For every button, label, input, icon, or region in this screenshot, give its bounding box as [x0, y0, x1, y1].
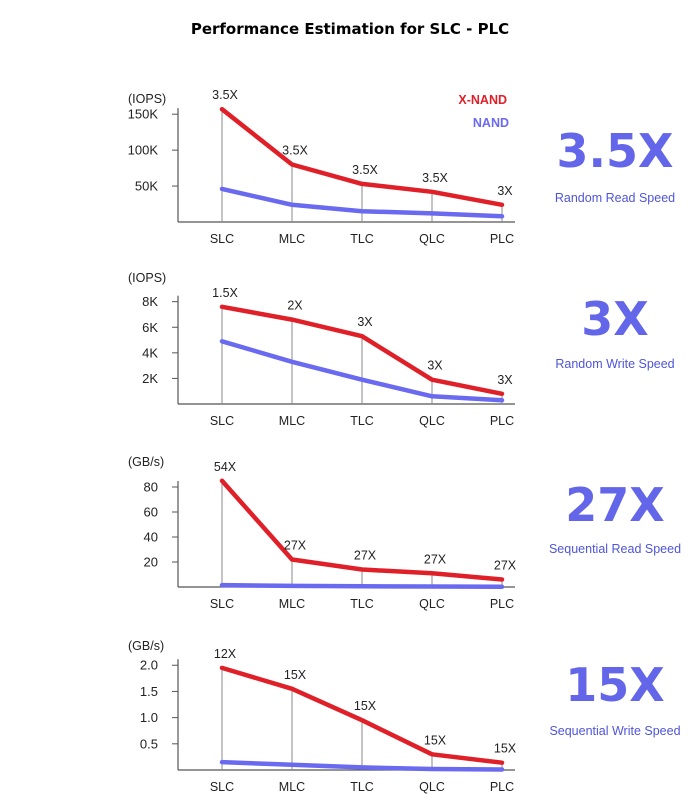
- sequential-read-data-label: 27X: [494, 559, 517, 573]
- random-write-caption: Random Write Speed: [555, 357, 675, 371]
- random-write-multiplier: 3X: [581, 292, 649, 346]
- sequential-write-nand-line: [219, 759, 505, 772]
- sequential-read-data-label: 27X: [284, 539, 307, 553]
- sequential-write-data-label: 15X: [354, 699, 377, 713]
- sequential-write-x-tick-label: TLC: [350, 780, 374, 794]
- random-read-data-label: 3.5X: [422, 171, 448, 185]
- sequential-write-x-tick-label: MLC: [279, 780, 305, 794]
- random-read-data-label: 3X: [497, 184, 513, 198]
- random-write-data-label: 1.5X: [212, 286, 238, 300]
- random-read-y-tick-label: 50K: [135, 179, 158, 194]
- sequential-read-nand-line: [219, 582, 505, 590]
- sequential-write-x-tick-label: SLC: [210, 780, 234, 794]
- random-write-data-label: 2X: [287, 299, 303, 313]
- sequential-write-y-tick-label: 1.5: [140, 684, 158, 699]
- random-read-x-tick-label: QLC: [419, 232, 445, 246]
- random-read-nand-line: [219, 186, 505, 219]
- random-read-x-tick-label: PLC: [490, 232, 514, 246]
- sequential-read-caption: Sequential Read Speed: [548, 542, 682, 556]
- random-write-data-label: 3X: [497, 373, 513, 387]
- sequential-read-x-tick-label: SLC: [210, 597, 234, 611]
- sequential-read-data-label: 54X: [214, 460, 237, 474]
- random-read-unit-label: (IOPS): [128, 92, 166, 106]
- random-read-y-tick-label: 100K: [128, 143, 159, 158]
- sequential-write-y-tick-label: 2.0: [140, 658, 158, 673]
- sequential-read-y-tick-label: 80: [144, 480, 158, 495]
- sequential-write-x-tick-label: PLC: [490, 780, 514, 794]
- random-write-data-label: 3X: [357, 315, 373, 329]
- sequential-read-y-tick-label: 60: [144, 505, 158, 520]
- sequential-read-x-tick-label: TLC: [350, 597, 374, 611]
- sequential-read-x-tick-label: QLC: [419, 597, 445, 611]
- random-read-x-tick-label: TLC: [350, 232, 374, 246]
- random-read-xnand-line: [219, 106, 505, 208]
- random-write-data-label: 3X: [427, 359, 443, 373]
- sequential-write-y-tick-label: 1.0: [140, 710, 158, 725]
- random-read-multiplier: 3.5X: [556, 124, 674, 178]
- sequential-read-multiplier: 27X: [565, 478, 665, 532]
- sequential-write-x-tick-label: QLC: [419, 780, 445, 794]
- random-read-x-tick-label: SLC: [210, 232, 234, 246]
- sequential-write-unit-label: (GB/s): [128, 639, 164, 653]
- random-write-y-tick-label: 4K: [142, 345, 158, 360]
- random-write-x-tick-label: MLC: [279, 414, 305, 428]
- random-write-x-tick-label: SLC: [210, 414, 234, 428]
- random-write-x-tick-label: TLC: [350, 414, 374, 428]
- random-write-nand-line: [219, 339, 505, 403]
- sequential-read-xnand-line: [219, 478, 505, 582]
- random-write-unit-label: (IOPS): [128, 271, 166, 285]
- sequential-read-data-label: 27X: [424, 552, 447, 566]
- sequential-write-multiplier: 15X: [565, 658, 665, 712]
- legend-xnand: X-NAND: [458, 93, 507, 107]
- random-write-xnand-line: [219, 304, 505, 397]
- sequential-write-data-label: 15X: [424, 733, 447, 747]
- sequential-write-y-tick-label: 0.5: [140, 736, 158, 751]
- legend-nand: NAND: [473, 116, 509, 130]
- sequential-write-data-label: 15X: [494, 742, 517, 756]
- sequential-write-caption: Sequential Write Speed: [549, 724, 681, 738]
- sequential-read-y-tick-label: 20: [144, 555, 158, 570]
- page-title: Performance Estimation for SLC - PLC: [190, 20, 510, 38]
- random-read-data-label: 3.5X: [282, 144, 308, 158]
- sequential-read-data-label: 27X: [354, 549, 377, 563]
- sequential-read-x-tick-label: MLC: [279, 597, 305, 611]
- random-read-y-tick-label: 150K: [128, 107, 159, 122]
- sequential-write-xnand-line: [219, 665, 505, 765]
- random-read-x-tick-label: MLC: [279, 232, 305, 246]
- random-read-caption: Random Read Speed: [554, 191, 676, 205]
- sequential-read-unit-label: (GB/s): [128, 455, 164, 469]
- random-write-y-tick-label: 8K: [142, 294, 158, 309]
- random-read-data-label: 3.5X: [212, 88, 238, 102]
- random-read-data-label: 3.5X: [352, 163, 378, 177]
- random-write-x-tick-label: QLC: [419, 414, 445, 428]
- random-write-y-tick-label: 2K: [142, 371, 158, 386]
- sequential-write-data-label: 15X: [284, 668, 307, 682]
- sequential-write-data-label: 12X: [214, 647, 237, 661]
- random-write-y-tick-label: 6K: [142, 320, 158, 335]
- sequential-read-y-tick-label: 40: [144, 530, 158, 545]
- random-write-x-tick-label: PLC: [490, 414, 514, 428]
- sequential-read-x-tick-label: PLC: [490, 597, 514, 611]
